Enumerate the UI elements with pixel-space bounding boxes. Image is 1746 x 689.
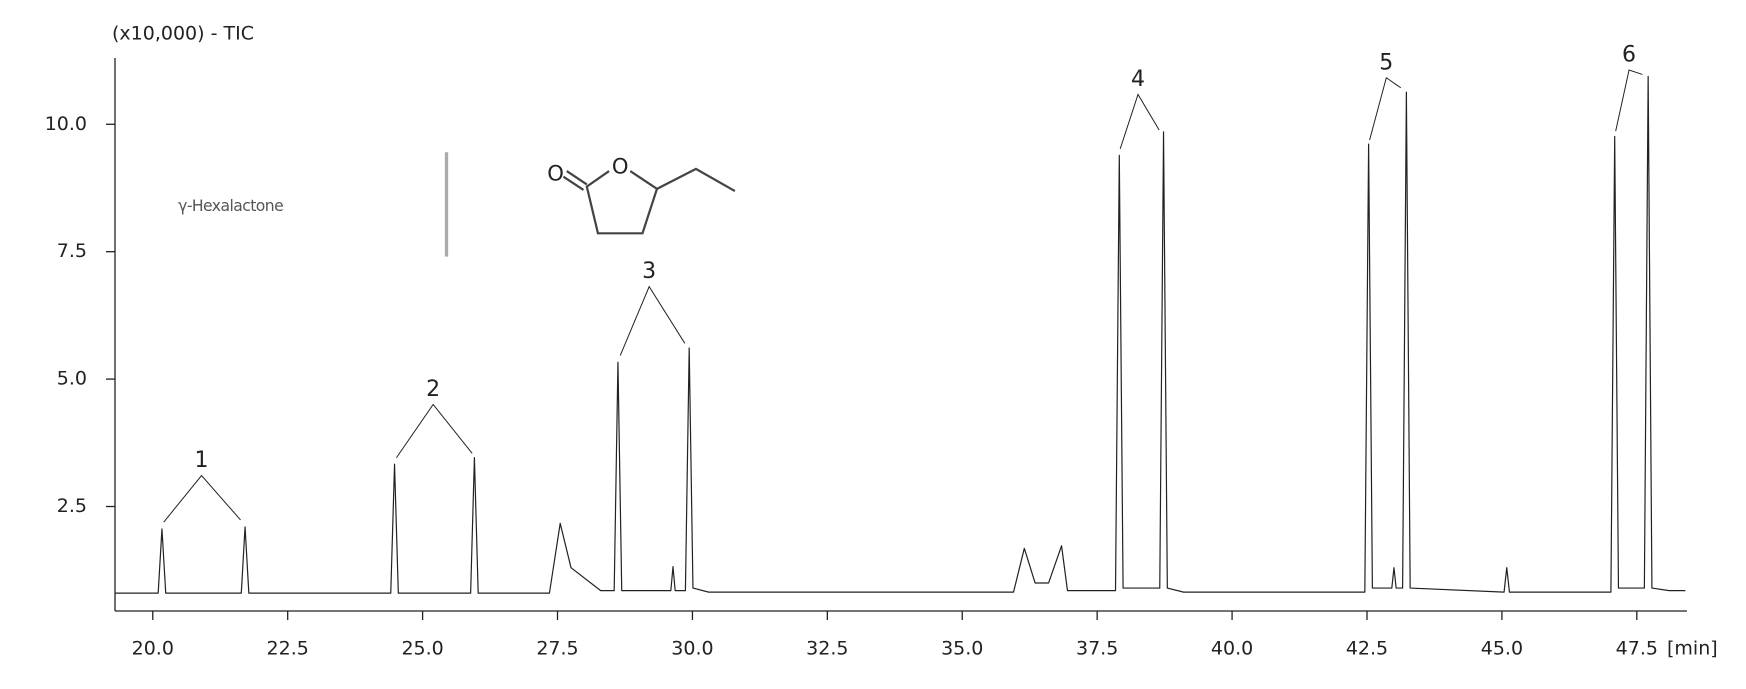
peak-label: 2 [426,377,440,402]
peak-label: 1 [195,448,209,473]
x-tick-label: 32.5 [806,638,848,660]
peak-label: 5 [1379,50,1393,75]
x-tick-label: 22.5 [267,638,309,660]
x-tick-label: 47.5 [1616,638,1658,660]
x-tick-label: 42.5 [1346,638,1388,660]
structure [562,167,736,235]
y-tick-label: 5.0 [57,368,87,390]
peak-leader [395,403,473,459]
y-tick-label: 10.0 [45,113,87,135]
peak-leader [619,285,686,356]
atom-label: O [612,154,629,179]
peak-label: 4 [1131,67,1145,92]
peak-label: 6 [1622,43,1636,68]
y-tick-label: 2.5 [57,495,87,517]
x-tick-label: 30.0 [671,638,713,660]
y-axis-label: (x10,000) - TIC [112,23,254,45]
x-tick-label: 25.0 [401,638,443,660]
peak-leader [1369,76,1402,141]
peak-label: 3 [642,259,656,284]
x-tick-label: 20.0 [132,638,174,660]
trace [115,75,1686,594]
atom-label: O [547,160,564,185]
inset: γ-Hexalactone O O [178,152,736,257]
peak-leader [1119,93,1160,150]
x-tick-label: 40.0 [1211,638,1253,660]
peak-leader [1615,69,1643,132]
x-tick-label: 37.5 [1076,638,1118,660]
x-tick-label: 45.0 [1481,638,1523,660]
peak-leader [163,474,241,523]
x-tick-label: 27.5 [536,638,578,660]
inset-label: γ-Hexalactone [178,197,283,215]
x-tick-label: 35.0 [941,638,983,660]
y-tick-label: 7.5 [57,240,87,262]
x-axis-label: [min] [1667,638,1718,660]
